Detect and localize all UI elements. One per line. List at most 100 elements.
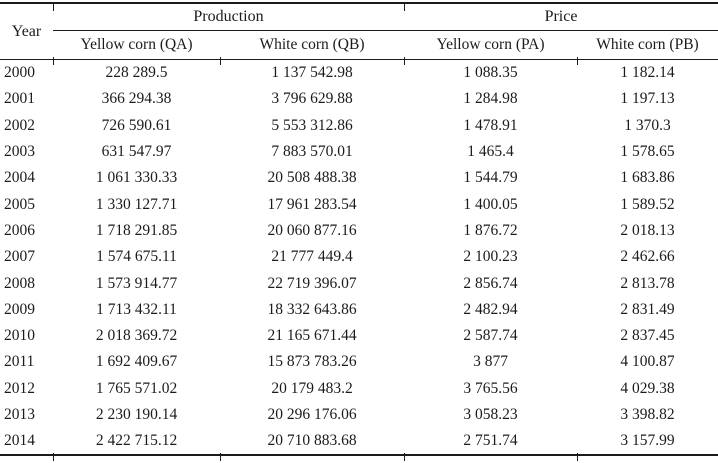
pb-cell: 2 837.45	[620, 327, 675, 345]
pa-cell: 3 765.56	[463, 379, 518, 397]
qb-cell: 5 553 312.86	[271, 116, 353, 134]
pa-cell: 3 058.23	[463, 406, 518, 423]
column-border-tick	[577, 57, 578, 65]
qb-cell: 20 508 488.38	[267, 169, 357, 187]
pb-cell: 1 370.3	[624, 116, 671, 134]
year-cell: 2012	[4, 379, 35, 397]
pa-cell: 2 751.74	[404, 428, 577, 457]
qa-cell: 366 294.38	[101, 90, 172, 108]
table-row: 2001 366 294.38 3 796 629.88 1 284.98 1 …	[0, 86, 718, 112]
qb-cell: 17 961 283.54	[267, 195, 357, 213]
pb-cell: 3 398.82	[620, 406, 675, 423]
column-border-tick	[404, 57, 405, 65]
year-cell: 2000	[4, 64, 35, 82]
table-row: 2006 1 718 291.85 20 060 877.16 1 876.72…	[0, 218, 718, 244]
pb-cell: 2 813.78	[620, 274, 675, 292]
table-row: 2013 2 230 190.14 20 296 176.06 3 058.23…	[0, 402, 718, 428]
pb-cell: 1 182.14	[620, 64, 675, 82]
price-group-header: Price	[404, 2, 718, 31]
table-row: 2009 1 713 432.11 18 332 643.86 2 482.94…	[0, 297, 718, 323]
pb-cell: 2 018.13	[620, 221, 675, 239]
pb-cell: 1 197.13	[620, 90, 675, 108]
pb-cell: 4 029.38	[620, 379, 675, 397]
qa-cell: 726 590.61	[101, 116, 172, 134]
column-border-tick	[220, 453, 221, 461]
column-border-tick	[577, 453, 578, 461]
pa-cell: 1 465.4	[467, 143, 514, 161]
year-cell: 2003	[4, 143, 35, 161]
table-row: 2005 1 330 127.71 17 961 283.54 1 400.05…	[0, 191, 718, 217]
table-row: 2000 228 289.5 1 137 542.98 1 088.35 1 1…	[0, 60, 718, 87]
year-cell: 2004	[4, 169, 35, 187]
column-border-tick	[404, 453, 405, 461]
table-row: 2004 1 061 330.33 20 508 488.38 1 544.79…	[0, 165, 718, 191]
pb-cell: 2 831.49	[620, 300, 675, 318]
year-column-header: Year	[0, 2, 53, 60]
yellow-corn-pa-header: Yellow corn (PA)	[404, 30, 577, 60]
production-group-header: Production	[53, 2, 404, 31]
year-cell: 2010	[4, 327, 35, 345]
pa-cell: 2 856.74	[463, 274, 518, 292]
sub-header-row: Yellow corn (QA) White corn (QB) Yellow …	[0, 30, 718, 60]
qb-cell: 21 777 449.4	[271, 248, 353, 266]
year-cell: 2007	[4, 248, 35, 266]
table-row: 2012 1 765 571.02 20 179 483.2 3 765.56 …	[0, 376, 718, 402]
pb-cell: 1 578.65	[620, 143, 675, 161]
pa-cell: 2 100.23	[463, 248, 518, 266]
year-cell: 2011	[4, 353, 35, 371]
table-row: 2014 2 422 715.12 20 710 883.68 2 751.74…	[0, 428, 718, 457]
qb-cell: 18 332 643.86	[267, 300, 357, 318]
column-border-tick	[53, 3, 54, 11]
yellow-corn-qa-header: Yellow corn (QA)	[53, 30, 220, 60]
year-cell: 2005	[4, 195, 35, 213]
qa-cell: 1 718 291.85	[95, 221, 178, 239]
table-row: 2010 2 018 369.72 21 165 671.44 2 587.74…	[0, 323, 718, 349]
qa-cell: 631 547.97	[101, 143, 172, 161]
table-row: 2002 726 590.61 5 553 312.86 1 478.91 1 …	[0, 113, 718, 139]
qb-cell: 22 719 396.07	[267, 274, 357, 292]
qb-cell: 15 873 783.26	[267, 353, 357, 371]
white-corn-pb-header: White corn (PB)	[577, 30, 718, 60]
qa-cell: 228 289.5	[105, 64, 168, 82]
qa-cell: 1 765 571.02	[95, 379, 178, 397]
qb-cell: 7 883 570.01	[271, 143, 353, 161]
year-cell: 2008	[4, 274, 35, 292]
pb-cell: 4 100.87	[620, 353, 675, 371]
group-header-row: Year Production Price	[0, 2, 718, 60]
qa-cell: 1 713 432.11	[96, 300, 177, 318]
column-border-tick	[220, 57, 221, 65]
qa-cell: 1 330 127.71	[95, 195, 178, 213]
table-row: 2008 1 573 914.77 22 719 396.07 2 856.74…	[0, 270, 718, 296]
qb-cell: 1 137 542.98	[271, 64, 353, 82]
pa-cell: 2 482.94	[463, 300, 518, 318]
table-row: 2011 1 692 409.67 15 873 783.26 3 877 4 …	[0, 349, 718, 375]
qb-cell: 3 796 629.88	[271, 90, 353, 108]
pa-cell: 1 478.91	[463, 116, 518, 134]
pa-cell: 1 400.05	[463, 195, 518, 213]
pb-cell: 1 589.52	[620, 195, 675, 213]
qa-cell: 2 422 715.12	[53, 428, 220, 457]
qa-cell: 1 692 409.67	[95, 353, 178, 371]
qb-cell: 20 060 877.16	[267, 221, 357, 239]
qa-cell: 1 573 914.77	[95, 274, 178, 292]
pb-cell: 2 462.66	[620, 248, 675, 266]
year-cell: 2009	[4, 300, 35, 318]
year-cell: 2006	[4, 221, 35, 239]
qa-cell: 2 230 190.14	[95, 406, 178, 423]
pa-cell: 3 877	[473, 353, 508, 371]
pb-cell: 1 683.86	[620, 169, 675, 187]
qb-cell: 20 710 883.68	[220, 428, 404, 457]
pa-cell: 1 876.72	[463, 221, 518, 239]
year-cell: 2014	[0, 428, 53, 457]
year-cell: 2001	[4, 90, 35, 108]
pb-cell: 3 157.99	[577, 428, 718, 457]
qb-cell: 21 165 671.44	[267, 327, 357, 345]
column-border-tick	[53, 453, 54, 461]
qa-cell: 1 061 330.33	[95, 169, 178, 187]
column-border-tick	[53, 57, 54, 65]
qa-cell: 1 574 675.11	[96, 248, 177, 266]
qa-cell: 2 018 369.72	[95, 327, 178, 345]
pa-cell: 1 544.79	[463, 169, 518, 187]
